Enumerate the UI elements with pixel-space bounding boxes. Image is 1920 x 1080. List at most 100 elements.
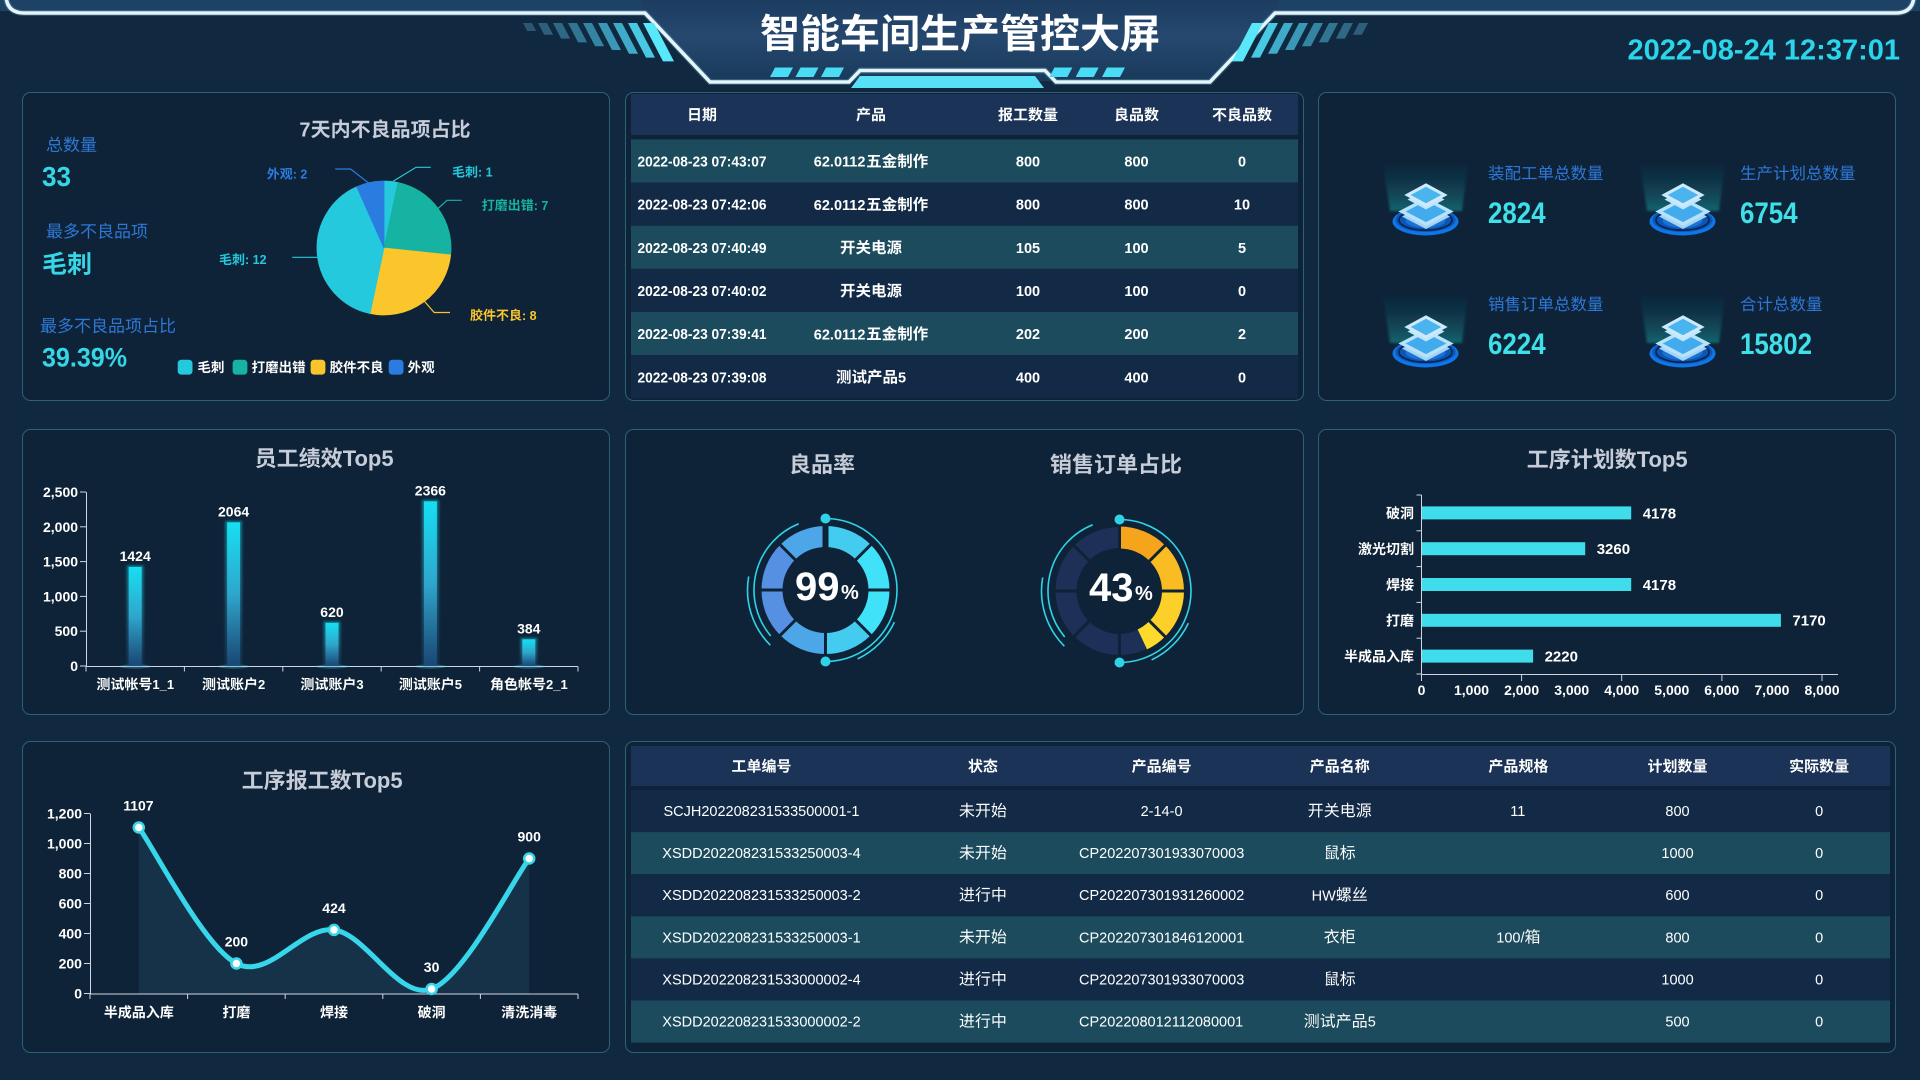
svg-text:CP202207301933070003: CP202207301933070003	[1079, 972, 1244, 988]
svg-text:15802: 15802	[1740, 328, 1812, 361]
svg-text:5: 5	[1238, 241, 1246, 257]
svg-text:1_1: 1_1	[152, 677, 174, 692]
svg-text:6224: 6224	[1488, 328, 1546, 361]
svg-text:5: 5	[1368, 1015, 1376, 1031]
svg-text:620: 620	[320, 604, 344, 620]
svg-text:Top5: Top5	[1637, 447, 1688, 472]
svg-text:600: 600	[1665, 888, 1689, 904]
svg-text:3260: 3260	[1597, 541, 1630, 558]
svg-text:SCJH202208231533500001-1: SCJH202208231533500001-1	[664, 804, 860, 820]
svg-text:: 2: : 2	[293, 168, 308, 182]
svg-text:2: 2	[1238, 327, 1246, 343]
svg-text:Top5: Top5	[352, 768, 403, 793]
svg-text:Top5: Top5	[343, 446, 394, 471]
svg-text:400: 400	[1016, 370, 1040, 386]
svg-text:%: %	[841, 582, 859, 604]
svg-text:3,000: 3,000	[1554, 682, 1589, 698]
svg-text:0: 0	[1815, 804, 1823, 820]
svg-text:2022-08-23 07:40:02: 2022-08-23 07:40:02	[638, 284, 767, 300]
svg-text:6,000: 6,000	[1704, 682, 1739, 698]
svg-text:2220: 2220	[1545, 649, 1578, 666]
svg-text:4178: 4178	[1643, 505, 1676, 522]
svg-text:0: 0	[1815, 846, 1823, 862]
svg-text:8,000: 8,000	[1805, 682, 1840, 698]
svg-text:2064: 2064	[218, 503, 249, 519]
svg-text:1,000: 1,000	[47, 836, 82, 852]
svg-text:: 8: : 8	[522, 309, 537, 323]
svg-text:2: 2	[258, 677, 265, 692]
svg-text:1,500: 1,500	[43, 554, 78, 570]
svg-text:0: 0	[70, 658, 78, 674]
svg-text:2824: 2824	[1488, 197, 1546, 230]
svg-text:%: %	[1135, 583, 1153, 605]
svg-text:1107: 1107	[123, 798, 154, 814]
svg-text:800: 800	[1124, 198, 1148, 214]
svg-text:2,000: 2,000	[43, 519, 78, 535]
svg-text:6754: 6754	[1740, 197, 1798, 230]
svg-text:2,000: 2,000	[1504, 682, 1539, 698]
svg-text:100: 100	[1124, 284, 1148, 300]
svg-text:0: 0	[1815, 972, 1823, 988]
svg-text:1424: 1424	[120, 548, 151, 564]
svg-text:384: 384	[517, 620, 541, 636]
svg-text:XSDD202208231533250003-4: XSDD202208231533250003-4	[662, 846, 860, 862]
svg-text:0: 0	[1418, 682, 1426, 698]
svg-text:800: 800	[59, 866, 83, 882]
svg-text:99: 99	[795, 565, 840, 609]
svg-text:XSDD202208231533000002-2: XSDD202208231533000002-2	[662, 1015, 860, 1031]
svg-text:2-14-0: 2-14-0	[1141, 804, 1183, 820]
svg-text:11: 11	[1510, 804, 1525, 820]
svg-text:0: 0	[1815, 1015, 1823, 1031]
svg-text:5,000: 5,000	[1654, 682, 1689, 698]
svg-text:400: 400	[1124, 370, 1148, 386]
svg-text:: 1: : 1	[478, 166, 493, 180]
svg-text:0: 0	[74, 986, 82, 1002]
svg-text:62.0112: 62.0112	[814, 155, 866, 171]
svg-text:7: 7	[299, 119, 310, 141]
svg-text:43: 43	[1089, 566, 1134, 610]
svg-text:CP202207301933070003: CP202207301933070003	[1079, 846, 1244, 862]
svg-text:200: 200	[59, 956, 83, 972]
svg-text:7170: 7170	[1792, 613, 1825, 630]
svg-text:4178: 4178	[1643, 577, 1676, 594]
svg-text:0: 0	[1238, 155, 1246, 171]
svg-text:2022-08-23 07:39:08: 2022-08-23 07:39:08	[638, 370, 767, 386]
svg-text:424: 424	[322, 900, 346, 916]
svg-text:200: 200	[1124, 327, 1148, 343]
svg-text:2022-08-23 07:42:06: 2022-08-23 07:42:06	[638, 198, 767, 214]
svg-text:5: 5	[455, 677, 462, 692]
svg-text:XSDD202208231533250003-1: XSDD202208231533250003-1	[662, 930, 860, 946]
svg-text:202: 202	[1016, 327, 1040, 343]
svg-text:: 12: : 12	[245, 253, 267, 267]
svg-text:500: 500	[55, 623, 79, 639]
svg-text:1,000: 1,000	[43, 588, 78, 604]
svg-text:HW: HW	[1312, 888, 1336, 904]
svg-text:800: 800	[1016, 155, 1040, 171]
svg-text:10: 10	[1234, 198, 1250, 214]
svg-text:800: 800	[1124, 155, 1148, 171]
svg-text:2,500: 2,500	[43, 484, 78, 500]
svg-text:2_1: 2_1	[546, 677, 568, 692]
svg-text:1000: 1000	[1661, 846, 1693, 862]
svg-text:39.39%: 39.39%	[42, 342, 127, 372]
svg-text:5: 5	[898, 371, 906, 387]
svg-text:0: 0	[1238, 370, 1246, 386]
svg-text:1,000: 1,000	[1454, 682, 1489, 698]
svg-text:200: 200	[225, 934, 249, 950]
svg-text:100: 100	[1124, 241, 1148, 257]
svg-text:105: 105	[1016, 241, 1040, 257]
svg-text:2022-08-23 07:39:41: 2022-08-23 07:39:41	[638, 327, 767, 343]
svg-text:2022-08-23 07:43:07: 2022-08-23 07:43:07	[638, 155, 767, 171]
svg-text:100/: 100/	[1496, 931, 1525, 947]
svg-text:900: 900	[518, 829, 542, 845]
svg-text:1,200: 1,200	[47, 806, 82, 822]
svg-text:800: 800	[1665, 930, 1689, 946]
svg-text:CP202208012112080001: CP202208012112080001	[1079, 1015, 1243, 1031]
svg-text:500: 500	[1665, 1015, 1689, 1031]
svg-text:400: 400	[59, 926, 83, 942]
svg-text:CP202207301931260002: CP202207301931260002	[1079, 888, 1244, 904]
svg-text:CP202207301846120001: CP202207301846120001	[1079, 930, 1244, 946]
svg-text:2366: 2366	[415, 482, 446, 498]
svg-text:4,000: 4,000	[1604, 682, 1639, 698]
svg-text:2022-08-23 07:40:49: 2022-08-23 07:40:49	[638, 241, 767, 257]
